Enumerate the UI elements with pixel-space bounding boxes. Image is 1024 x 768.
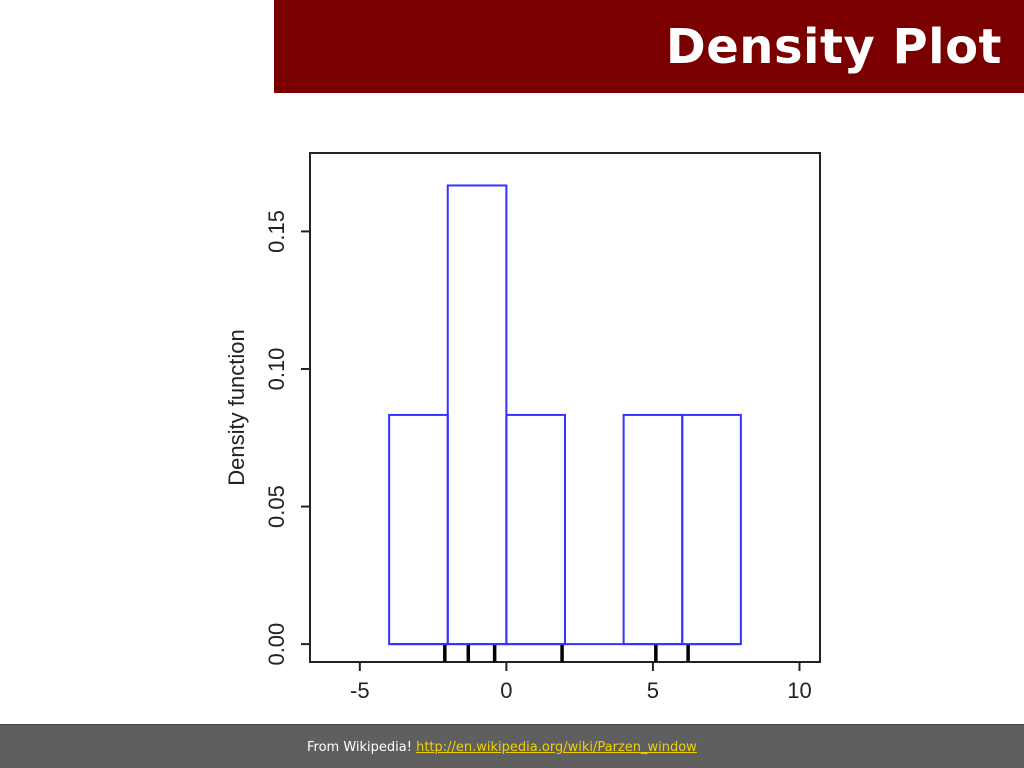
footer-prefix: From Wikipedia! bbox=[307, 740, 412, 755]
density-bar bbox=[505, 413, 566, 646]
title-bar: Density Plot bbox=[274, 0, 1024, 93]
density-bar bbox=[622, 413, 684, 646]
density-chart: -5 0 5 10 0.00 0.05 0.10 0.15 Density function bbox=[224, 152, 821, 703]
x-tick-label: 5 bbox=[647, 678, 659, 703]
y-tick-label: 0.10 bbox=[264, 348, 289, 391]
x-tick-label: -5 bbox=[350, 678, 370, 703]
y-tick-label: 0.00 bbox=[264, 623, 289, 666]
wikipedia-link[interactable]: http://en.wikipedia.org/wiki/Parzen_wind… bbox=[416, 740, 697, 755]
chart-layer: -5 0 5 10 0.00 0.05 0.10 0.15 Density function bbox=[224, 152, 821, 703]
density-bar bbox=[388, 413, 449, 646]
density-bar bbox=[446, 184, 508, 646]
slide-title: Density Plot bbox=[665, 19, 1002, 75]
footer-bar: From Wikipedia! http://en.wikipedia.org/… bbox=[0, 724, 1024, 768]
x-tick-label: 0 bbox=[500, 678, 512, 703]
footer-credit: From Wikipedia! http://en.wikipedia.org/… bbox=[307, 740, 697, 755]
plot-frame bbox=[309, 152, 821, 663]
x-tick-label: 10 bbox=[787, 678, 811, 703]
y-tick-label: 0.15 bbox=[264, 210, 289, 253]
y-axis-title: Density function bbox=[224, 329, 249, 486]
y-tick-label: 0.05 bbox=[264, 485, 289, 528]
density-bar bbox=[681, 413, 742, 646]
